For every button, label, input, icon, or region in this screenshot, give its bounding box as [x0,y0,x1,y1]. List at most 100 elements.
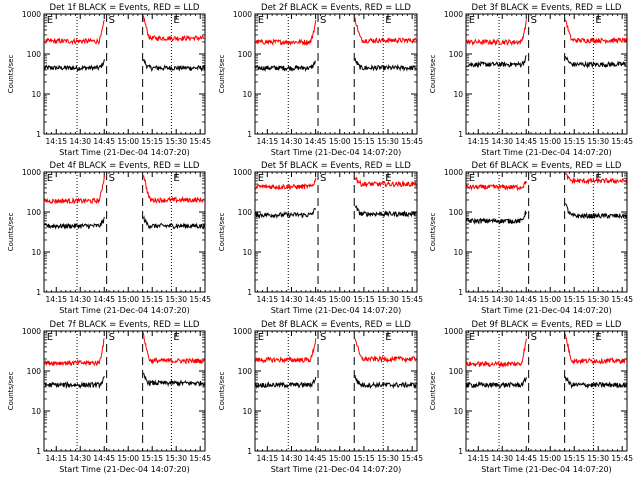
plot-frame [43,330,206,452]
x-tick-label: 15:15 [141,295,163,304]
y-tick-label: 100 [27,50,42,59]
y-tick-label: 1000 [444,10,463,19]
x-tick-label: 15:45 [189,454,211,463]
series-line-black [466,55,527,69]
x-tick-label: 15:30 [165,137,187,146]
y-axis-label: Counts/sec [429,55,437,94]
x-tick-label: 14:45 [515,137,537,146]
y-tick-label: 100 [27,367,42,376]
x-tick-label: 14:15 [45,454,67,463]
x-tick-label: 14:45 [515,295,537,304]
x-tick-label: 15:15 [141,454,163,463]
x-tick-label: 15:30 [377,137,399,146]
x-tick-label: 14:15 [45,137,67,146]
y-tick-label: 1 [247,130,252,139]
panel-title: Det 3f BLACK = Events, RED = LLD [472,3,622,13]
y-axis-label: Counts/sec [7,372,15,411]
y-axis-label: Counts/sec [7,213,15,252]
series-line-black [354,57,417,72]
series-line-black [255,60,317,73]
y-tick-label: 1000 [233,327,252,336]
x-axis-label: Start Time (21-Dec-04 14:07:20) [481,465,612,474]
x-tick-label: 15:15 [353,295,375,304]
x-tick-label: 15:30 [587,295,609,304]
x-axis-label: Start Time (21-Dec-04 14:07:20) [271,306,402,315]
x-tick-label: 15:45 [189,295,211,304]
event-marker-label: E [173,332,179,343]
plot-frame [43,171,206,293]
x-tick-label: 14:15 [467,137,489,146]
series-line-red [142,332,205,365]
event-marker-label: S [109,332,115,343]
series-line-black [142,59,205,72]
y-tick-label: 10 [31,407,41,416]
panel-title: Det 5f BLACK = Events, RED = LLD [261,161,411,171]
series-line-black [564,376,627,390]
event-marker-label: S [531,15,537,26]
panel-5: Det 5f BLACK = Events, RED = LLD Counts/s… [218,161,423,315]
y-tick-label: 1000 [444,168,463,177]
event-marker-label: E [47,332,53,343]
y-tick-label: 1000 [233,168,252,177]
y-tick-label: 100 [238,50,253,59]
series-line-black [466,376,527,389]
x-axis-label: Start Time (21-Dec-04 14:07:20) [59,465,190,474]
y-tick-label: 1 [458,288,463,297]
y-tick-label: 1000 [444,327,463,336]
event-marker-label: S [109,15,115,26]
event-marker-label: E [47,173,53,184]
y-tick-label: 1 [36,288,41,297]
series-line-red [466,180,527,192]
y-tick-label: 1 [36,447,41,456]
x-tick-label: 14:30 [69,137,91,146]
panel-title: Det 8f BLACK = Events, RED = LLD [261,320,411,330]
x-tick-label: 15:00 [329,295,351,304]
series-line-red [142,175,205,204]
series-line-red [466,338,527,368]
x-tick-label: 15:00 [329,454,351,463]
event-marker-label: S [531,173,537,184]
event-marker-label: E [173,173,179,184]
event-marker-label: E [385,173,391,184]
x-tick-label: 15:15 [563,454,585,463]
x-tick-label: 14:15 [467,454,489,463]
y-tick-label: 1000 [22,327,41,336]
x-tick-label: 15:45 [611,454,633,463]
plot-frame [254,13,418,135]
x-tick-label: 14:45 [305,454,327,463]
x-tick-label: 14:45 [93,295,115,304]
x-tick-label: 15:30 [165,295,187,304]
series-line-black [255,207,317,220]
x-tick-label: 15:30 [587,137,609,146]
y-tick-label: 100 [238,367,253,376]
x-tick-label: 15:45 [401,295,423,304]
y-tick-label: 100 [449,367,464,376]
panel-7: Det 7f BLACK = Events, RED = LLD Counts/s… [7,320,211,474]
event-marker-label: S [109,173,115,184]
event-marker-label: E [385,15,391,26]
x-tick-label: 14:15 [257,137,279,146]
y-tick-label: 10 [31,90,41,99]
x-tick-label: 14:15 [45,295,67,304]
x-tick-label: 15:00 [329,137,351,146]
y-tick-label: 1000 [233,10,252,19]
series-line-red [44,19,105,46]
y-tick-label: 10 [242,90,252,99]
event-marker-label: S [320,15,326,26]
event-marker-label: E [595,15,601,26]
x-tick-label: 15:00 [539,295,561,304]
event-marker-label: E [47,15,53,26]
x-tick-label: 14:30 [69,454,91,463]
x-axis-label: Start Time (21-Dec-04 14:07:20) [271,465,402,474]
series-line-black [142,372,205,388]
event-marker-label: E [469,15,475,26]
y-tick-label: 1000 [22,10,41,19]
plot-frame [465,171,628,293]
x-tick-label: 14:30 [491,454,513,463]
y-tick-label: 10 [453,90,463,99]
series-line-red [564,172,627,185]
y-axis-label: Counts/sec [429,213,437,252]
x-tick-label: 15:15 [353,137,375,146]
x-tick-label: 14:30 [281,454,303,463]
x-tick-label: 15:00 [539,454,561,463]
